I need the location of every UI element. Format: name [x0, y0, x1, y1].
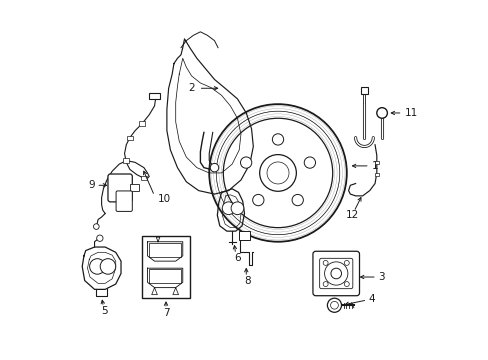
Circle shape — [344, 282, 348, 287]
Circle shape — [222, 202, 235, 215]
Bar — [374, 161, 378, 164]
Bar — [127, 136, 132, 140]
Text: 1: 1 — [371, 161, 377, 171]
Text: 6: 6 — [234, 253, 240, 262]
Circle shape — [323, 260, 327, 265]
Circle shape — [304, 157, 315, 168]
Circle shape — [376, 108, 386, 118]
FancyBboxPatch shape — [116, 191, 132, 211]
Circle shape — [291, 194, 303, 206]
Circle shape — [327, 298, 341, 312]
Bar — [361, 86, 367, 94]
Circle shape — [100, 259, 116, 274]
Bar — [149, 93, 160, 99]
Circle shape — [89, 259, 105, 274]
Text: 3: 3 — [378, 272, 385, 282]
Bar — [130, 184, 139, 190]
FancyBboxPatch shape — [108, 174, 132, 202]
Text: 12: 12 — [345, 210, 358, 220]
Circle shape — [344, 260, 348, 265]
FancyBboxPatch shape — [312, 251, 359, 296]
Text: 10: 10 — [158, 194, 171, 204]
Text: 5: 5 — [101, 306, 107, 315]
Text: 8: 8 — [244, 275, 250, 285]
Circle shape — [93, 224, 99, 229]
Bar — [142, 237, 189, 298]
Bar — [139, 121, 145, 126]
Text: 7: 7 — [163, 308, 169, 318]
Text: 11: 11 — [404, 108, 417, 118]
Circle shape — [240, 157, 251, 168]
Bar — [374, 173, 378, 176]
Circle shape — [231, 202, 244, 215]
Circle shape — [323, 282, 327, 287]
Circle shape — [252, 194, 264, 206]
Circle shape — [210, 163, 218, 172]
Circle shape — [330, 268, 341, 279]
Circle shape — [272, 134, 283, 145]
Circle shape — [97, 235, 103, 242]
Text: 4: 4 — [368, 294, 375, 304]
Text: 2: 2 — [188, 83, 195, 93]
Text: 9: 9 — [88, 180, 94, 190]
Bar — [141, 176, 146, 180]
Bar — [123, 158, 129, 163]
Bar — [239, 231, 249, 240]
